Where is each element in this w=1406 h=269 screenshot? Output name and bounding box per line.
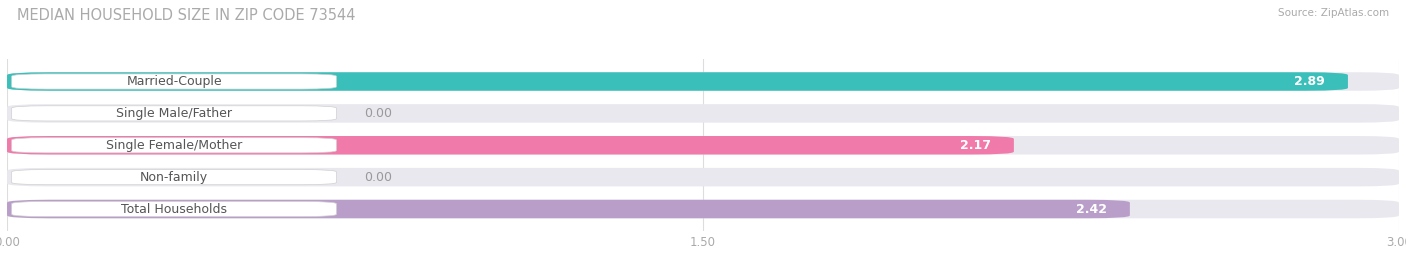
Text: Total Households: Total Households <box>121 203 226 215</box>
Text: 2.17: 2.17 <box>960 139 991 152</box>
FancyBboxPatch shape <box>11 74 336 89</box>
Text: Source: ZipAtlas.com: Source: ZipAtlas.com <box>1278 8 1389 18</box>
FancyBboxPatch shape <box>11 169 336 185</box>
FancyBboxPatch shape <box>11 138 336 153</box>
Text: MEDIAN HOUSEHOLD SIZE IN ZIP CODE 73544: MEDIAN HOUSEHOLD SIZE IN ZIP CODE 73544 <box>17 8 356 23</box>
Text: 2.89: 2.89 <box>1294 75 1324 88</box>
FancyBboxPatch shape <box>7 104 1399 123</box>
Text: Single Female/Mother: Single Female/Mother <box>105 139 242 152</box>
FancyBboxPatch shape <box>7 136 1399 154</box>
Text: Married-Couple: Married-Couple <box>127 75 222 88</box>
Text: Non-family: Non-family <box>141 171 208 184</box>
FancyBboxPatch shape <box>11 201 336 217</box>
Text: 0.00: 0.00 <box>364 171 392 184</box>
FancyBboxPatch shape <box>7 136 1014 154</box>
FancyBboxPatch shape <box>7 200 1399 218</box>
Text: Single Male/Father: Single Male/Father <box>117 107 232 120</box>
FancyBboxPatch shape <box>11 106 336 121</box>
Text: 0.00: 0.00 <box>364 107 392 120</box>
FancyBboxPatch shape <box>7 200 1130 218</box>
FancyBboxPatch shape <box>7 72 1348 91</box>
FancyBboxPatch shape <box>7 72 1399 91</box>
Text: 2.42: 2.42 <box>1076 203 1107 215</box>
FancyBboxPatch shape <box>7 168 1399 186</box>
